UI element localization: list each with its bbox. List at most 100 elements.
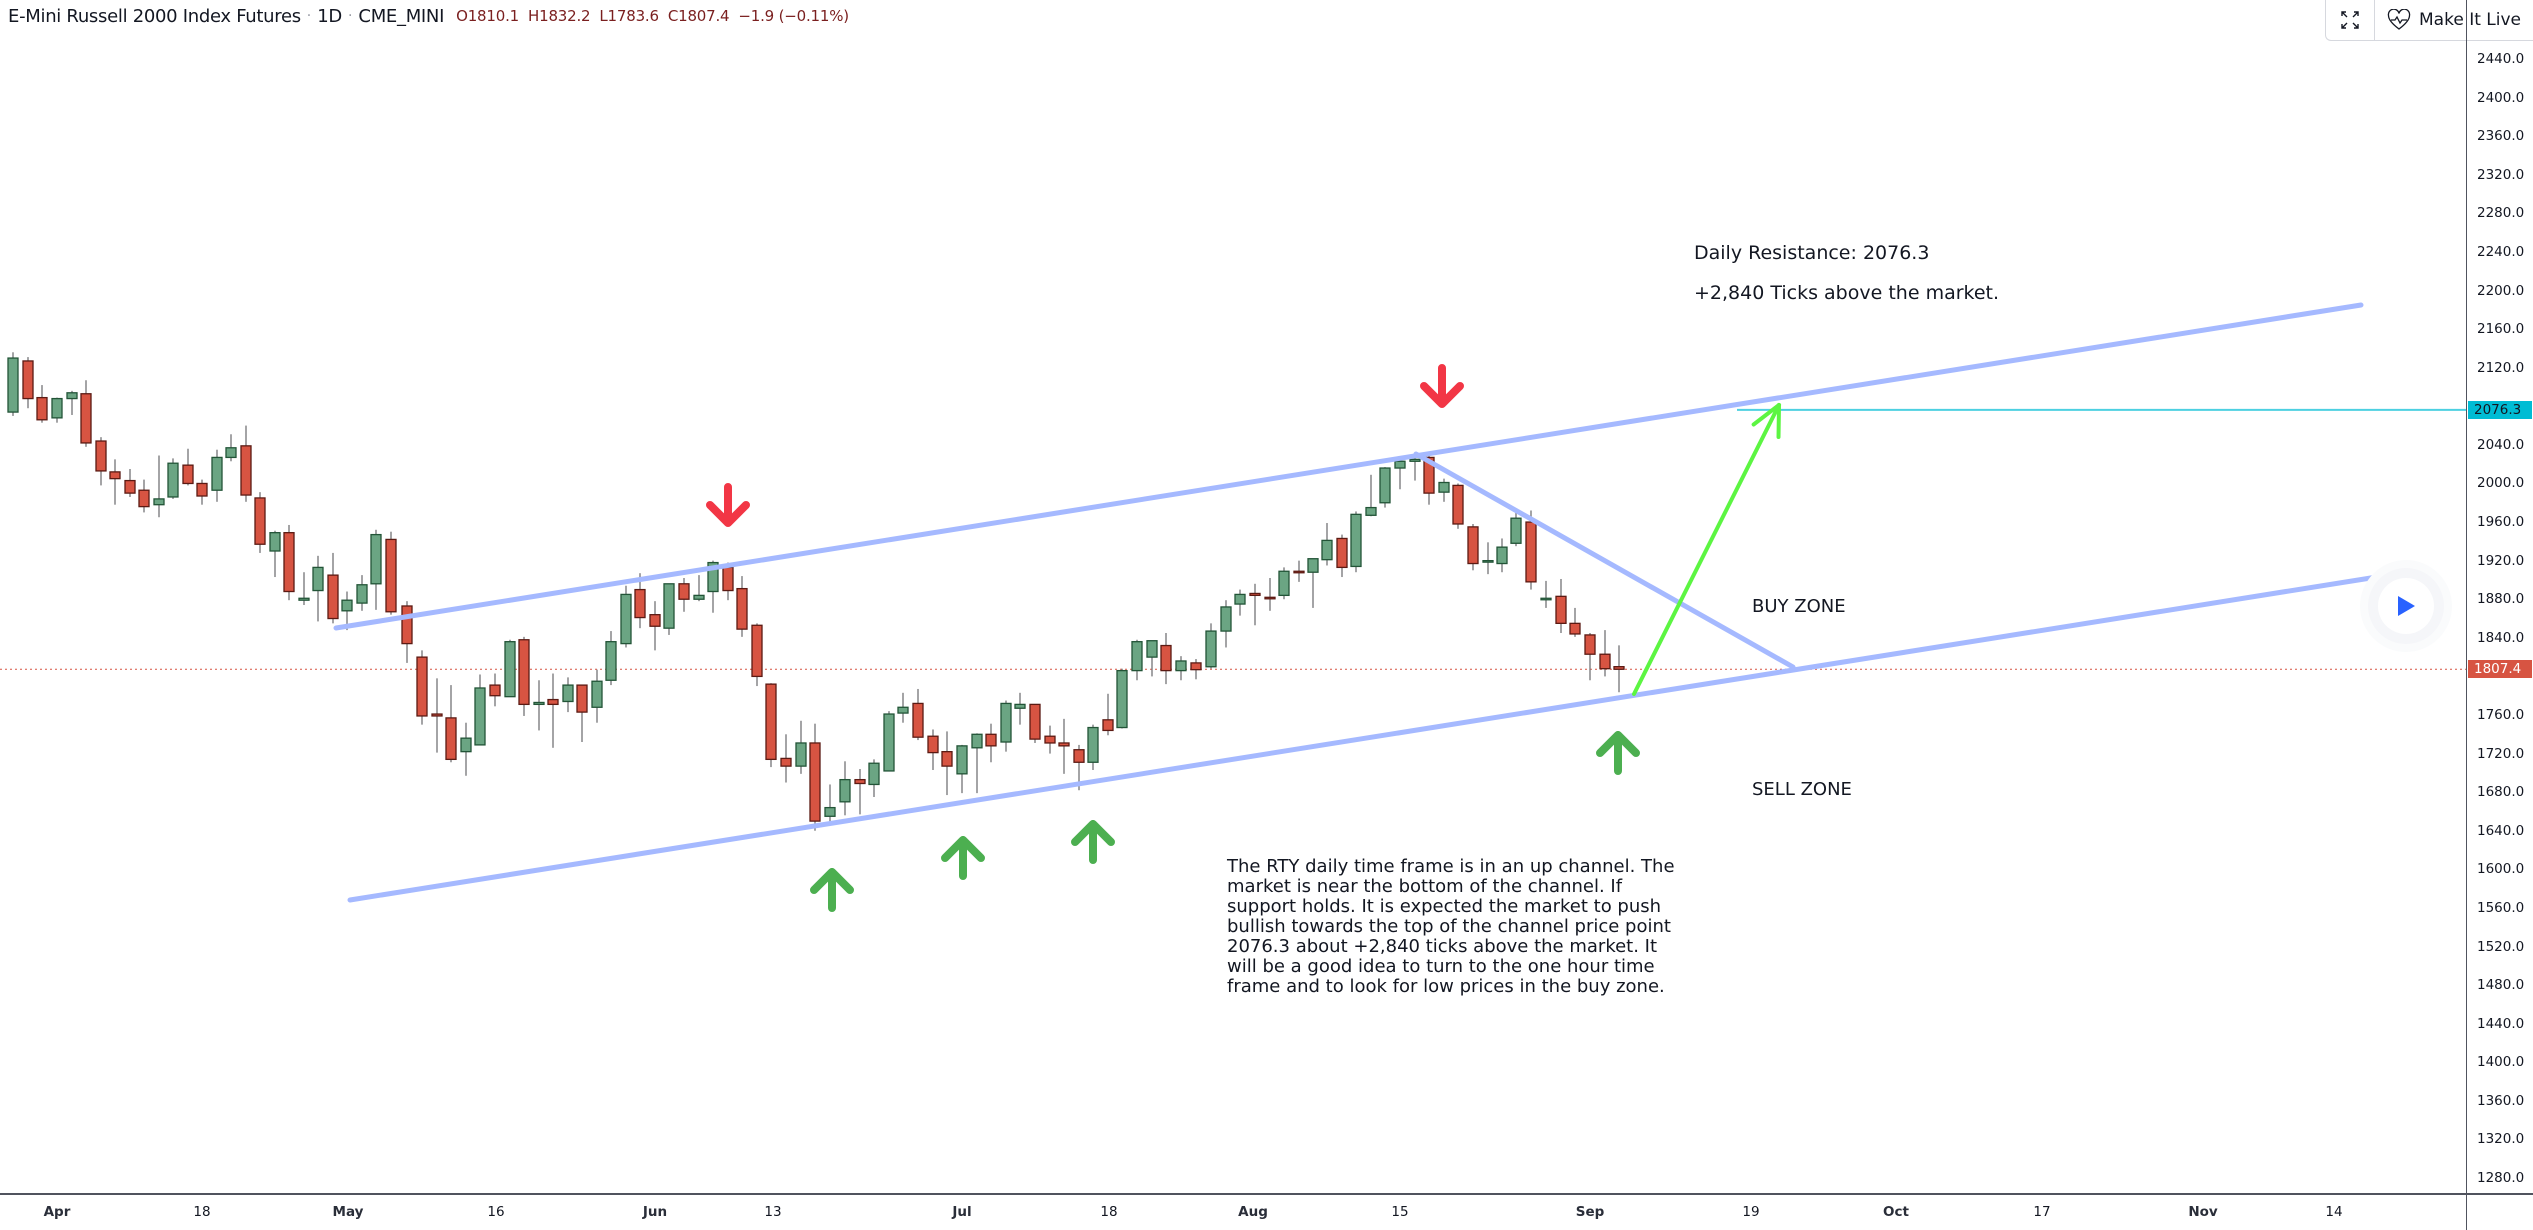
candle [898,693,908,723]
candle-body-down [402,606,412,644]
play-replay-button[interactable] [2378,578,2434,634]
candle [1279,567,1289,599]
candle-body-up [664,584,674,628]
candle [1541,581,1551,608]
candle-body-down [81,394,91,443]
chart-legend: E-Mini Russell 2000 Index Futures · 1D ·… [8,2,858,30]
candle-body-down [766,684,776,759]
symbol-name[interactable]: E-Mini Russell 2000 Index Futures [8,6,301,27]
candle-body-down [183,465,193,483]
candle-body-up [1221,607,1231,631]
candle [1103,694,1113,735]
candle [212,450,222,502]
time-tick-label: Oct [1883,1204,1909,1220]
candle-body-up [1206,631,1216,667]
resistance-price-badge: 2076.3 [2468,401,2532,419]
candle-body-up [1001,703,1011,742]
price-tick-label: 2400.0 [2477,90,2524,106]
candle [1088,725,1098,770]
candle-body-down [635,590,645,618]
candle [752,623,762,686]
candle-body-up [592,681,602,707]
buy-zone-label[interactable]: BUY ZONE [1752,596,1846,617]
time-tick-label: 14 [2325,1204,2342,1220]
candle [1045,726,1055,754]
analysis-note[interactable]: The RTY daily time frame is in an up cha… [1227,857,1747,997]
candle-body-up [1147,641,1157,657]
candle [490,674,500,707]
candle-body-down [986,734,996,746]
candle [37,385,47,423]
candle [1191,659,1201,679]
candle-body-up [796,743,806,766]
price-tick-label: 1560.0 [2477,900,2524,916]
price-tick-label: 1520.0 [2477,939,2524,955]
green-up-arrow-icon [1600,735,1636,771]
candle-body-down [723,567,733,590]
candle [884,711,894,771]
candle-body-up [357,585,367,603]
time-tick-label: Aug [1238,1204,1268,1220]
candle-body-down [446,718,456,759]
play-icon [2395,594,2417,618]
candle-body-down [1045,736,1055,743]
candlestick-chart[interactable] [0,0,2466,1193]
candle [226,434,236,461]
candle [139,480,149,513]
candle [1161,633,1171,684]
candle [548,674,558,748]
candle-body-down [1526,522,1536,582]
candle-body-down [1453,485,1463,524]
candle-body-down [1161,646,1171,671]
candle-body-up [313,567,323,590]
candle [386,532,396,615]
candle-body-up [154,499,164,505]
fullscreen-button[interactable] [2326,0,2375,40]
candle [110,459,120,504]
candle-body-down [432,714,442,716]
time-tick-label: Jun [643,1204,667,1220]
candle-body-up [606,642,616,681]
candle-body-up [168,463,178,497]
candle-body-down [386,539,396,611]
ticks-above-text[interactable]: +2,840 Ticks above the market. [1694,282,1999,304]
candle-body-up [1351,514,1361,566]
candle-body-up [299,598,309,600]
price-tick-label: 1440.0 [2477,1016,2524,1032]
candle [1497,538,1507,572]
candle-body-up [1380,468,1390,503]
sell-zone-label[interactable]: SELL ZONE [1752,779,1852,800]
candle-body-up [1117,671,1127,728]
candle-body-down [417,657,427,716]
candle [928,729,938,770]
red-down-arrow-icon [1424,368,1460,404]
candle-body-up [1322,540,1332,559]
candle [1308,559,1318,608]
resistance-title[interactable]: Daily Resistance: 2076.3 [1694,242,1929,264]
candle [1380,467,1390,508]
candle [1015,693,1025,725]
candle [328,553,338,623]
price-tick-label: 1640.0 [2477,823,2524,839]
candle-body-down [1600,654,1610,668]
green-up-arrow-icon [945,840,981,876]
candle-body-up [884,714,894,771]
candle [461,723,471,776]
green-up-arrow-icon [814,872,850,908]
candle-body-up [212,457,222,490]
price-tick-label: 1880.0 [2477,591,2524,607]
price-tick-label: 1760.0 [2477,707,2524,723]
candle-body-up [898,707,908,713]
price-tick-label: 1400.0 [2477,1054,2524,1070]
candle-body-down [810,743,820,821]
candle-body-up [1088,728,1098,763]
time-tick-label: 18 [1100,1204,1117,1220]
candle [577,685,587,742]
candle [168,458,178,499]
interval[interactable]: 1D [317,6,342,27]
time-tick-label: May [333,1204,364,1220]
candle-body-down [110,472,120,479]
candle [840,761,850,815]
